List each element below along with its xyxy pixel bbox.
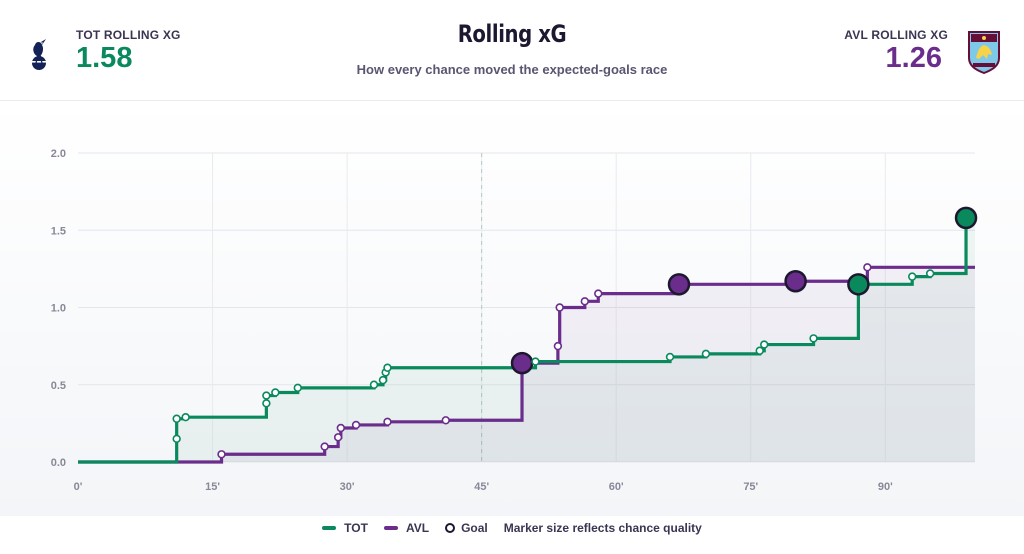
x-tick-label: 15' [205, 481, 220, 493]
y-tick-label: 1.5 [51, 225, 66, 237]
shot-marker-tot [172, 434, 181, 444]
aston-villa-crest-icon [968, 31, 1000, 74]
legend-item-away: AVL [383, 521, 430, 535]
shot-marker-avl [336, 423, 346, 433]
shot-marker-tot [181, 412, 190, 422]
goal-marker-avl [667, 273, 691, 296]
shot-marker-tot [262, 399, 271, 408]
legend-label-goal: Goal [461, 521, 488, 535]
header: TOT ROLLING XG 1.58 Rolling xG How every… [0, 0, 1024, 101]
shot-marker-tot [760, 340, 769, 349]
home-rolling-xg-value: 1.58 [76, 42, 133, 74]
legend-item-goal: Goal [445, 521, 488, 535]
away-rolling-xg-label: AVL ROLLING XG [844, 28, 948, 42]
goal-marker-avl [784, 269, 807, 293]
shot-marker-tot [369, 380, 379, 389]
shot-marker-tot [271, 388, 280, 397]
shot-marker-avl [320, 442, 329, 451]
tottenham-crest-icon [32, 39, 46, 70]
x-tick-label: 75' [743, 481, 758, 493]
shot-marker-avl [555, 303, 564, 312]
y-tick-label: 1.0 [51, 303, 66, 315]
legend: TOT AVL Goal Marker size reflects chance… [0, 518, 1024, 538]
y-tick-label: 0.5 [51, 380, 66, 392]
shot-marker-tot [378, 375, 388, 385]
shot-marker-avl [863, 263, 872, 272]
legend-label-away: AVL [405, 521, 430, 535]
y-tick-label: 0.0 [51, 457, 66, 469]
legend-note-text: Marker size reflects chance quality [503, 521, 702, 535]
shot-marker-tot [262, 391, 271, 400]
x-tick-label: 90' [878, 481, 893, 493]
shot-marker-avl [594, 289, 603, 298]
shot-marker-avl [553, 341, 563, 351]
shot-marker-avl [383, 417, 392, 427]
shot-marker-tot [755, 346, 764, 355]
shot-marker-avl [580, 297, 590, 306]
legend-note: Marker size reflects chance quality [504, 521, 702, 535]
shot-marker-avl [351, 420, 361, 430]
y-tick-label: 2.0 [51, 148, 66, 160]
x-tick-label: 60' [609, 481, 624, 493]
shot-marker-tot [925, 269, 935, 278]
shot-marker-tot [172, 414, 181, 423]
shot-marker-tot [809, 334, 818, 343]
legend-item-home: TOT [322, 521, 368, 535]
page-title: Rolling xG [457, 20, 567, 48]
legend-swatch-away [383, 526, 398, 530]
shot-marker-tot [383, 363, 392, 372]
chart-background [0, 101, 1024, 516]
shot-marker-avl [333, 433, 343, 442]
goal-marker-tot [847, 273, 870, 296]
shot-marker-tot [293, 383, 302, 393]
rolling-xg-chart: 0.0 0.5 1.0 1.5 2.0 0' 15' 30' 45' 60' 75' 90' [51, 148, 978, 493]
home-rolling-xg-label: TOT ROLLING XG [76, 28, 181, 42]
legend-swatch-home [322, 526, 337, 530]
legend-label-home: TOT [344, 521, 368, 535]
x-tick-label: 30' [340, 481, 355, 493]
shot-marker-avl [217, 450, 226, 459]
goal-marker-tot [954, 206, 978, 230]
series-area-tot [78, 217, 975, 462]
shot-marker-tot [701, 349, 711, 359]
shot-marker-avl [441, 416, 450, 425]
page-subtitle: How every chance moved the expected-goal… [356, 62, 668, 77]
goal-ring-icon [445, 523, 456, 533]
x-tick-label: 0' [74, 481, 83, 493]
shot-marker-tot [908, 272, 917, 281]
shot-marker-tot [665, 352, 675, 362]
x-tick-label: 45' [474, 481, 489, 493]
shot-marker-tot [531, 357, 540, 366]
goal-marker-avl [510, 351, 534, 375]
away-rolling-xg-value: 1.26 [885, 42, 942, 74]
